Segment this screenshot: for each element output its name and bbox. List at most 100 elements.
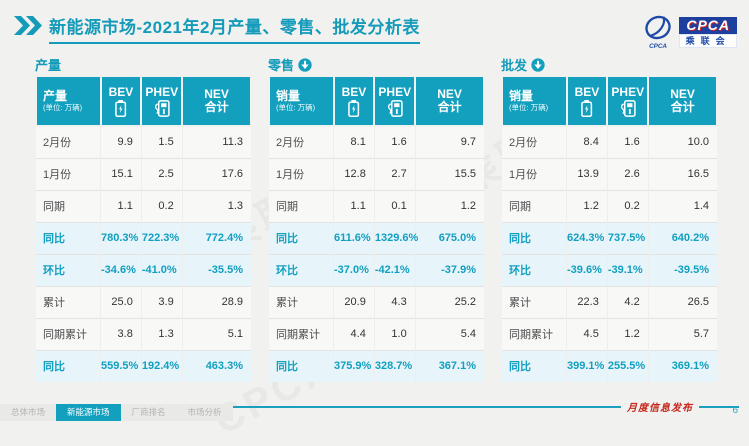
row-label: 2月份 <box>269 125 334 158</box>
table-title-text: 产量 <box>35 58 62 73</box>
cell-value: 0.1 <box>373 189 416 222</box>
cpca-association-text: 乘联会 <box>679 33 737 48</box>
table-production: 产量 产量 (单位: 万辆) BEV PHEV NEV 合计 2月份 9.9 1.5 11.3 1月… <box>35 55 252 382</box>
cell-value: 722.3% <box>140 221 183 254</box>
page-title: 新能源市场-2021年2月产量、零售、批发分析表 <box>49 13 420 44</box>
down-arrow-icon <box>531 57 545 72</box>
column-header-phev: PHEV <box>140 75 184 127</box>
cell-value: 328.7% <box>373 349 416 382</box>
cell-value: 1.0 <box>373 317 416 350</box>
table-row: 同期累计 3.8 1.3 5.1 <box>36 317 251 350</box>
cell-value: 5.7 <box>647 317 717 350</box>
table-row: 环比 -37.0% -42.1% -37.9% <box>269 253 484 286</box>
row-label: 环比 <box>36 253 101 286</box>
table-row: 同比 780.3% 722.3% 772.4% <box>36 221 251 254</box>
row-label: 同比 <box>502 221 567 254</box>
column-header-phev: PHEV <box>373 75 417 127</box>
slide-header: 新能源市场-2021年2月产量、零售、批发分析表 CPCA CPCA 乘联会 <box>14 13 737 51</box>
measure-header-cell: 销量 (单位: 万辆) <box>268 75 335 127</box>
cell-value: 0.2 <box>606 189 649 222</box>
battery-icon <box>348 99 360 117</box>
table-row: 累计 22.3 4.2 26.5 <box>502 285 717 318</box>
row-label: 2月份 <box>502 125 567 158</box>
charging-station-icon <box>387 99 403 117</box>
table-header-row: 产量 (单位: 万辆) BEV PHEV NEV 合计 <box>35 75 252 127</box>
measure-label: 销量 <box>276 89 301 103</box>
cell-value: -42.1% <box>373 253 416 286</box>
row-label: 1月份 <box>36 157 101 190</box>
table-row: 1月份 12.8 2.7 15.5 <box>269 157 484 190</box>
cell-value: 25.0 <box>100 285 142 318</box>
cell-value: 2.5 <box>140 157 183 190</box>
cell-value: 1.3 <box>140 317 183 350</box>
cell-value: 17.6 <box>181 157 251 190</box>
cell-value: 399.1% <box>566 349 608 382</box>
table-row: 同期累计 4.5 1.2 5.7 <box>502 317 717 350</box>
column-header-bev: BEV <box>332 75 376 127</box>
tables-area: 产量 产量 (单位: 万辆) BEV PHEV NEV 合计 2月份 9.9 1.5 11.3 1月… <box>35 55 718 382</box>
cell-value: -39.6% <box>566 253 608 286</box>
cell-value: 1.1 <box>100 189 142 222</box>
table-title-production: 产量 <box>35 55 252 74</box>
footer-rule: 月度信息发布 <box>12 399 739 414</box>
tab-manufacturer-ranking[interactable]: 厂商排名 <box>120 404 177 421</box>
cell-value: 559.5% <box>100 349 142 382</box>
retail-table: 销量 (单位: 万辆) BEV PHEV NEV 合计 2月份 8.1 1.6 9.7 1月份 12.… <box>268 75 485 382</box>
row-label: 2月份 <box>36 125 101 158</box>
cell-value: -37.0% <box>333 253 375 286</box>
cell-value: 8.4 <box>566 125 608 158</box>
cell-value: 2.6 <box>606 157 649 190</box>
column-header-nev-total: NEV 合计 <box>647 75 718 127</box>
cell-value: 9.7 <box>414 125 484 158</box>
row-label: 同比 <box>36 221 101 254</box>
cell-value: 772.4% <box>181 221 251 254</box>
tab-market-analysis[interactable]: 市场分析 <box>176 404 233 421</box>
cell-value: -41.0% <box>140 253 183 286</box>
table-row: 1月份 13.9 2.6 16.5 <box>502 157 717 190</box>
cell-value: 8.1 <box>333 125 375 158</box>
cell-value: -35.5% <box>181 253 251 286</box>
cell-value: 1.4 <box>647 189 717 222</box>
cell-value: 369.1% <box>647 349 717 382</box>
down-arrow-icon <box>298 57 312 72</box>
production-table: 产量 (单位: 万辆) BEV PHEV NEV 合计 2月份 9.9 1.5 11.3 1月份 15… <box>35 75 252 382</box>
cell-value: 26.5 <box>647 285 717 318</box>
cell-value: 16.5 <box>647 157 717 190</box>
unit-label: (单位: 万辆) <box>509 103 549 112</box>
cell-value: 1.2 <box>414 189 484 222</box>
cell-value: 2.7 <box>373 157 416 190</box>
table-row: 同比 624.3% 737.5% 640.2% <box>502 221 717 254</box>
cell-value: 737.5% <box>606 221 649 254</box>
cell-value: 1.6 <box>373 125 416 158</box>
table-row: 2月份 8.4 1.6 10.0 <box>502 125 717 158</box>
cell-value: 1.2 <box>566 189 608 222</box>
cell-value: 10.0 <box>647 125 717 158</box>
bottom-nav-tabs: 总体市场 新能源市场 厂商排名 市场分析 <box>0 404 233 421</box>
table-title-wholesale: 批发 <box>501 55 718 74</box>
table-retail: 零售 销量 (单位: 万辆) BEV PHEV NEV 合计 2月份 8.1 1.6 9.7 1月份… <box>268 55 485 382</box>
table-row: 同比 559.5% 192.4% 463.3% <box>36 349 251 382</box>
cell-value: 9.9 <box>100 125 142 158</box>
row-label: 同比 <box>269 221 334 254</box>
cell-value: 1.3 <box>181 189 251 222</box>
row-label: 同期 <box>502 189 567 222</box>
tab-overall-market[interactable]: 总体市场 <box>0 404 57 421</box>
row-label: 同期 <box>36 189 101 222</box>
table-title-text: 批发 <box>501 58 528 73</box>
wholesale-table: 销量 (单位: 万辆) BEV PHEV NEV 合计 2月份 8.4 1.6 10.0 1月份 13… <box>501 75 718 382</box>
cell-value: -39.5% <box>647 253 717 286</box>
double-chevron-icon <box>14 16 42 35</box>
table-header-row: 销量 (单位: 万辆) BEV PHEV NEV 合计 <box>501 75 718 127</box>
cell-value: 640.2% <box>647 221 717 254</box>
page-number: 6 <box>732 405 738 416</box>
cell-value: 11.3 <box>181 125 251 158</box>
tab-nev-market[interactable]: 新能源市场 <box>56 404 121 421</box>
cell-value: 1.2 <box>606 317 649 350</box>
table-row: 同比 375.9% 328.7% 367.1% <box>269 349 484 382</box>
cell-value: 780.3% <box>100 221 142 254</box>
cell-value: 5.4 <box>414 317 484 350</box>
row-label: 累计 <box>269 285 334 318</box>
unit-label: (单位: 万辆) <box>276 103 316 112</box>
cell-value: 624.3% <box>566 221 608 254</box>
cell-value: -34.6% <box>100 253 142 286</box>
